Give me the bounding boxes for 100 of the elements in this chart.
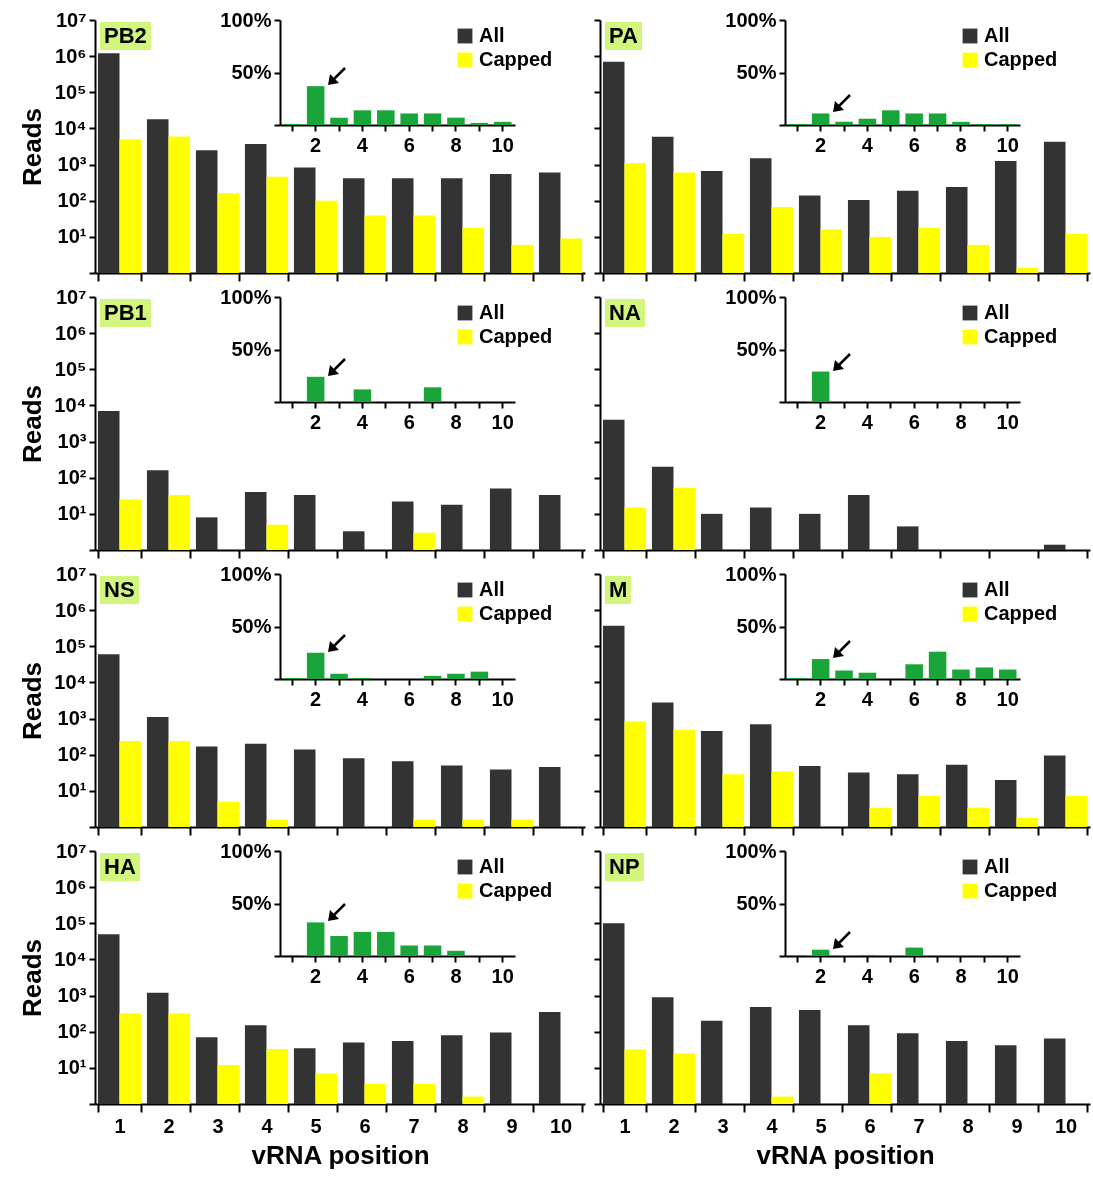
bar (377, 110, 395, 125)
x-tick-label: 6 (403, 133, 415, 156)
x-tick-label: 2 (310, 133, 322, 156)
x-tick-label: 6 (403, 410, 415, 433)
x-tick-label: 10 (996, 687, 1019, 710)
legend-label: Capped (984, 48, 1058, 70)
y-tick-label: 10⁷ (56, 839, 87, 862)
chart-title: M (605, 576, 632, 604)
y-tick-label: 50% (231, 61, 272, 83)
y-tick-label: 50% (736, 61, 777, 83)
x-tick-label: 2 (815, 687, 827, 710)
x-tick-label: 6 (908, 133, 920, 156)
x-tick-label: 8 (457, 1114, 469, 1137)
x-tick-label: 10 (491, 133, 514, 156)
bar (423, 387, 442, 402)
y-tick-label: 50% (231, 892, 272, 914)
y-tick-label: 100% (725, 8, 777, 31)
bar (447, 117, 465, 125)
legend-label: Capped (479, 325, 553, 347)
x-tick-label: 8 (955, 687, 967, 710)
legend-label: All (479, 301, 505, 323)
x-tick-label: 4 (356, 410, 369, 433)
bar (905, 664, 923, 679)
bar (306, 86, 325, 125)
x-tick-label: 8 (450, 410, 462, 433)
y-tick-label: 100% (220, 285, 272, 308)
bar (353, 110, 372, 125)
x-tick-label: 10 (996, 964, 1019, 987)
x-tick-label: 6 (403, 964, 415, 987)
bar (330, 117, 348, 125)
x-tick-label: 2 (815, 964, 827, 987)
legend-label: Capped (984, 325, 1058, 347)
y-tick-label: 10⁷ (56, 562, 87, 585)
y-axis-title: Reads (17, 938, 48, 1018)
y-tick-label: 10⁶ (55, 321, 87, 344)
bar (377, 931, 395, 956)
x-tick-label: 2 (815, 133, 827, 156)
bar (400, 113, 418, 125)
legend-label: All (984, 301, 1010, 323)
y-tick-label: 50% (736, 892, 777, 914)
y-tick-label: 10⁶ (55, 875, 87, 898)
y-tick-label: 10¹ (57, 779, 87, 802)
x-tick-label: 2 (310, 687, 322, 710)
y-tick-label: 50% (736, 615, 777, 637)
bar (306, 652, 325, 679)
x-tick-label: 10 (491, 964, 514, 987)
y-tick-label: 100% (725, 562, 777, 585)
y-tick-label: 10⁶ (55, 598, 87, 621)
x-tick-label: 4 (861, 687, 874, 710)
x-tick-label: 1 (114, 1114, 126, 1137)
y-tick-label: 50% (231, 338, 272, 360)
legend-label: All (984, 855, 1010, 877)
y-tick-label: 10² (57, 743, 87, 766)
bar (470, 122, 489, 125)
bar (952, 669, 970, 679)
x-tick-label: 10 (491, 410, 514, 433)
x-tick-label: 8 (450, 133, 462, 156)
x-tick-label: 2 (310, 964, 322, 987)
x-tick-label: 6 (908, 964, 920, 987)
x-tick-label: 8 (450, 964, 462, 987)
bar (330, 673, 348, 679)
legend-label: Capped (984, 602, 1058, 624)
y-tick-label: 10³ (57, 430, 87, 453)
y-tick-label: 10³ (57, 984, 87, 1007)
y-tick-label: 100% (220, 839, 272, 862)
y-tick-label: 100% (725, 285, 777, 308)
bar (306, 376, 325, 402)
legend-label: All (479, 24, 505, 46)
y-tick-label: 10³ (57, 707, 87, 730)
x-tick-label: 1 (619, 1114, 631, 1137)
y-tick-label: 100% (725, 839, 777, 862)
y-axis-title: Reads (17, 384, 48, 464)
x-tick-label: 5 (815, 1114, 827, 1137)
legend-label: Capped (479, 879, 553, 901)
y-tick-label: 10⁵ (54, 80, 87, 103)
x-tick-label: 6 (908, 410, 920, 433)
bar (975, 667, 994, 679)
bar (811, 659, 830, 679)
x-tick-label: 5 (310, 1114, 322, 1137)
x-tick-label: 2 (815, 410, 827, 433)
x-tick-label: 10 (491, 687, 514, 710)
y-tick-label: 50% (736, 338, 777, 360)
y-tick-label: 10⁴ (54, 116, 87, 139)
x-tick-label: 6 (908, 687, 920, 710)
bar (835, 670, 853, 679)
x-tick-label: 10 (1054, 1114, 1078, 1137)
y-tick-label: 50% (231, 615, 272, 637)
bar (353, 389, 372, 402)
y-tick-label: 10¹ (57, 1056, 87, 1079)
y-tick-label: 10¹ (57, 225, 87, 248)
bar (353, 931, 372, 956)
chart-title: NA (605, 299, 645, 327)
x-tick-label: 4 (861, 133, 874, 156)
y-tick-label: 10⁴ (54, 670, 87, 693)
legend-label: All (479, 578, 505, 600)
bar (423, 675, 442, 679)
x-tick-label: 8 (955, 133, 967, 156)
x-axis-title: vRNA position (756, 1139, 935, 1170)
x-tick-label: 9 (1011, 1114, 1023, 1137)
bar (423, 113, 442, 125)
